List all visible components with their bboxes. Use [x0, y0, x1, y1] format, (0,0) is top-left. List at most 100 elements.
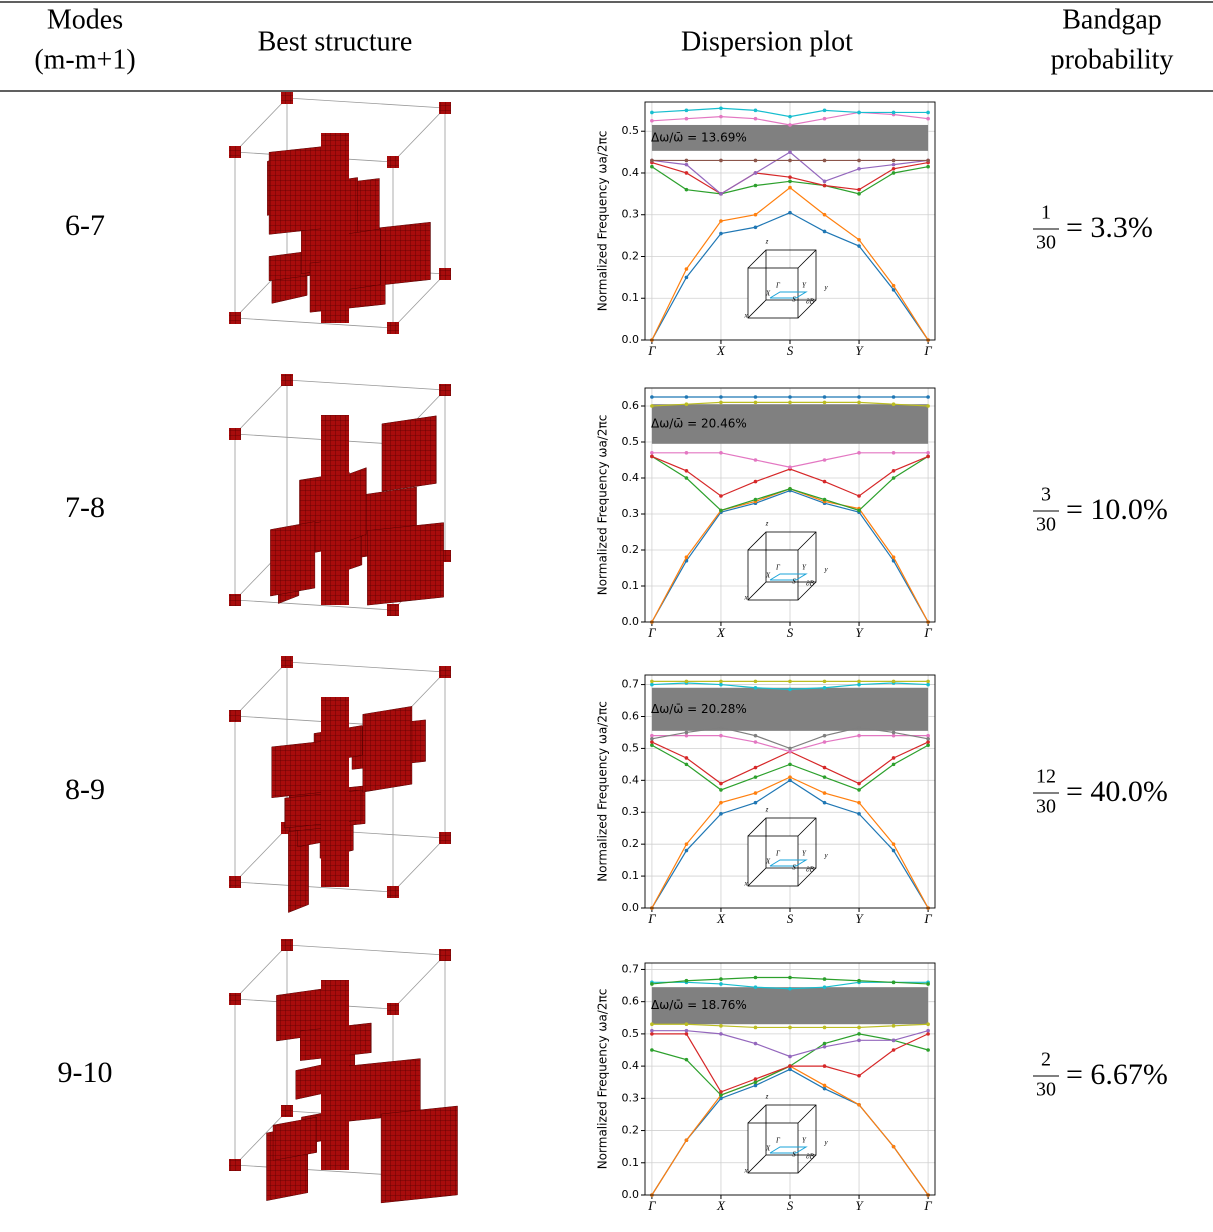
band-point: [822, 1044, 827, 1049]
bandgap-band: [651, 124, 929, 151]
structure-render: [229, 374, 451, 616]
band-point: [650, 1028, 654, 1033]
inset-label: Y: [802, 1137, 807, 1145]
band-point: [891, 171, 896, 175]
band-point: [926, 404, 930, 408]
band-point: [788, 1064, 792, 1068]
dispersion-plot: 0.00.10.20.30.40.50.60.7Γ X S Y ΓΔω/ω̄ = 20.…: [596, 674, 936, 926]
y-tick-label: 0.4: [622, 773, 640, 786]
voxel-block: [367, 522, 444, 606]
band-point: [857, 237, 861, 242]
brillouin-inset: z x ΓX SY ∂B y: [743, 238, 828, 320]
band-point: [857, 451, 861, 455]
voxel-block: [321, 980, 349, 1170]
header-cell: Best structure: [258, 26, 413, 57]
band-point: [857, 682, 861, 687]
band-point: [822, 1041, 827, 1046]
band-point: [753, 497, 758, 502]
voxel-block: [381, 415, 437, 492]
band-point: [650, 404, 654, 408]
band-point: [891, 762, 896, 767]
voxel-block: [387, 1003, 399, 1015]
inset-label: ∂B: [806, 1153, 814, 1161]
voxel-block: [270, 521, 316, 597]
wireframe-edge: [234, 1164, 394, 1176]
y-tick-label: 0.3: [622, 805, 640, 818]
bandgap-annotation: Δω/ω̄ = 20.46%: [651, 417, 747, 431]
band-point: [719, 494, 723, 498]
voxel-block: [439, 666, 451, 678]
band-point: [788, 465, 792, 470]
wireframe-edge: [234, 1110, 288, 1166]
probability-value: = 6.67%: [1066, 1058, 1168, 1091]
band-point: [857, 725, 861, 730]
band-point: [719, 395, 723, 399]
band-point: [891, 469, 896, 473]
band-point: [857, 192, 861, 196]
band-point: [719, 725, 723, 730]
inset-label: Y: [802, 282, 807, 290]
plot-frame: [644, 387, 936, 623]
band-point: [684, 1032, 689, 1036]
band-point: [719, 508, 723, 513]
band-point: [788, 986, 792, 991]
band-point: [684, 451, 689, 455]
band-point: [684, 116, 689, 121]
y-tick-label: 0.1: [622, 579, 640, 592]
inset-edge: [797, 299, 817, 319]
band-point: [857, 733, 861, 738]
band-point: [753, 1025, 758, 1030]
header-cell: (m-m+1): [34, 44, 135, 75]
structure-render: [229, 92, 451, 334]
band-point: [788, 1025, 792, 1030]
band-point: [891, 110, 896, 115]
inset-face: [747, 835, 799, 887]
x-tick-label: Γ: [647, 911, 656, 926]
band-point: [788, 975, 792, 980]
x-tick-label: X: [716, 343, 726, 358]
fraction-denominator: 30: [1036, 232, 1056, 254]
inset-label: Y: [802, 850, 807, 858]
y-tick-label: 0.5: [622, 1027, 640, 1040]
band-point: [857, 400, 861, 405]
voxel-block: [439, 832, 451, 844]
bandgap-annotation: Δω/ω̄ = 18.76%: [651, 998, 747, 1012]
x-tick-label: S: [787, 625, 794, 640]
band-point: [788, 1054, 792, 1059]
wireframe-edge: [234, 379, 288, 435]
inset-edge: [797, 581, 817, 601]
band-point: [788, 687, 792, 692]
y-tick-label: 0.4: [622, 471, 640, 484]
band-point: [822, 212, 827, 217]
band-point: [822, 395, 827, 399]
x-tick-label: Γ: [647, 343, 656, 358]
inset-edge: [797, 1154, 817, 1174]
band-point: [788, 679, 792, 684]
band-point: [719, 781, 723, 786]
band-point: [926, 982, 930, 986]
band-point: [788, 175, 792, 179]
band-point: [891, 283, 896, 288]
band-point: [857, 1032, 861, 1036]
inset-edge: [797, 1104, 817, 1124]
band-point: [684, 730, 689, 735]
band-point: [926, 395, 930, 399]
y-tick-label: 0.1: [622, 291, 640, 304]
band-point: [650, 395, 654, 399]
band-point: [891, 1048, 896, 1052]
band-point: [684, 555, 689, 559]
band-point: [684, 842, 689, 846]
fraction-denominator: 30: [1036, 1079, 1056, 1101]
band-point: [822, 791, 827, 795]
band-point: [719, 1090, 723, 1094]
band-point: [650, 982, 654, 986]
band-point: [684, 267, 689, 271]
band-point: [822, 229, 827, 234]
band-point: [753, 765, 758, 770]
plot-frame: [644, 101, 936, 341]
band-point: [891, 980, 896, 985]
inset-label: x: [743, 594, 748, 602]
inset-edge: [747, 299, 767, 319]
band-point: [650, 733, 654, 738]
inset-label: X: [765, 1145, 771, 1153]
